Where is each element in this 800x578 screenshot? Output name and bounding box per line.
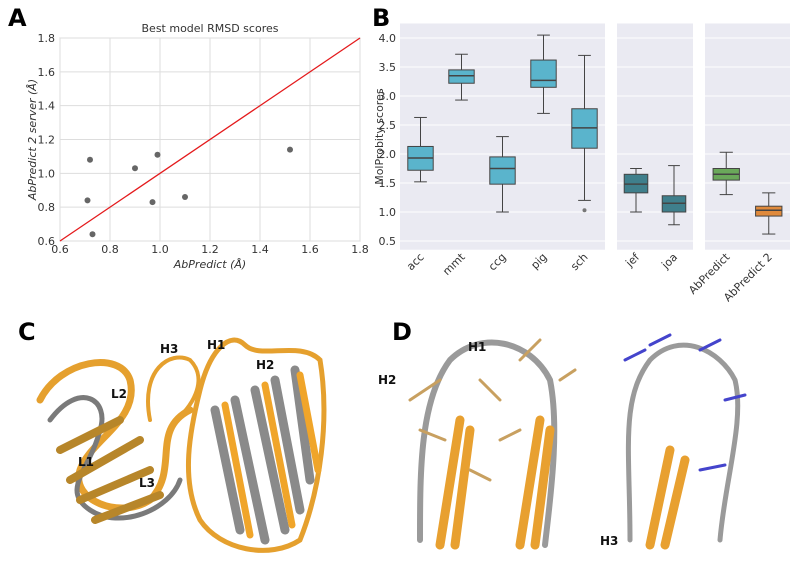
ribbon [47,395,183,521]
point [84,197,91,204]
y-tick-label: 1.0 [379,206,397,219]
ribbon [210,365,315,545]
ribbon [625,342,741,543]
x-axis-label: AbPredict (Å) [173,258,246,271]
point [87,156,93,163]
panel-letter: A [8,4,27,32]
y-tick-label: 0.5 [379,235,397,248]
region-label: H2 [256,358,274,372]
y-tick-label: 0.6 [38,235,56,248]
y-tick-label: 2.0 [379,148,397,161]
x-tick-label: pig [528,251,549,272]
point [182,194,188,201]
point [154,151,161,158]
x-tick-label: jef [623,250,643,270]
x-tick-label: ccg [486,251,509,274]
point [132,165,138,172]
box [448,69,475,84]
panel-letter: B [372,4,390,32]
x-tick-label: 1.4 [251,243,269,256]
box [530,59,557,88]
region-label: H3 [160,342,178,356]
facet-background [617,23,693,250]
ribbon [146,355,201,422]
y-tick-label: 1.2 [38,134,56,147]
y-tick-label: 3.5 [379,61,397,74]
panel-letter: C [18,318,36,346]
outlier [582,208,587,213]
x-tick-label: 1.6 [301,243,319,256]
ribbon [185,337,327,553]
y-tick-label: 1.0 [38,167,56,180]
diagonal [59,37,361,242]
point [89,231,96,238]
x-tick-label: sch [568,251,590,273]
ribbon [645,445,690,550]
y-tick-label: 1.4 [38,100,56,113]
x-tick-label: 1.0 [151,243,169,256]
y-tick-label: 4.0 [379,32,397,45]
side-chains [408,338,577,482]
x-tick-label: 1.8 [351,243,369,256]
panel-letter: D [392,318,412,346]
x-tick-label: joa [659,251,681,273]
box [489,156,516,185]
protein-d [408,333,747,550]
x-tick-label: acc [404,251,427,274]
y-axis-label: MolProbity scores [373,88,386,185]
chart-title: Best model RMSD scores [142,22,279,35]
region-label: L2 [111,387,127,401]
protein-c [36,337,327,553]
region-label: H2 [378,373,396,387]
region-label: H3 [600,534,618,548]
y-axis-label: AbPredict 2 server (Å) [26,79,39,201]
x-tick-label: 0.6 [51,243,69,256]
y-tick-label: 1.5 [379,177,397,190]
x-tick-label: 0.8 [101,243,119,256]
x-tick-label: mmt [440,250,468,278]
x-tick-label: 1.2 [201,243,219,256]
y-tick-label: 3.0 [379,90,397,103]
box [755,205,783,217]
ribbon [221,371,322,539]
side-chains [623,333,747,472]
y-tick-label: 1.6 [38,66,56,79]
ribbon [56,416,164,524]
ribbon [417,339,558,548]
region-label: H1 [468,340,486,354]
region-label: H1 [207,338,225,352]
region-label: L3 [139,476,155,490]
y-tick-label: 2.5 [379,119,397,132]
ribbon [435,415,555,550]
region-label: L1 [78,455,94,469]
point [287,146,293,153]
y-tick-label: 0.8 [38,201,56,214]
y-tick-label: 1.8 [38,32,56,45]
point [149,199,156,206]
